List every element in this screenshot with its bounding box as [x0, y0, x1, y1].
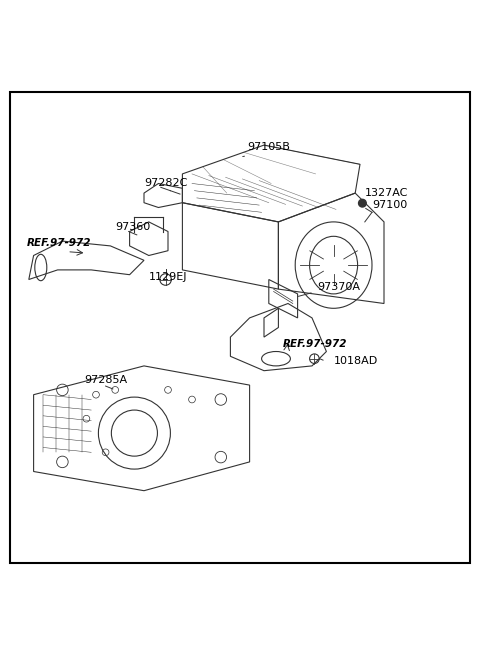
Text: 97282C: 97282C	[144, 178, 187, 188]
Text: 97100: 97100	[372, 200, 407, 210]
Text: 97285A: 97285A	[84, 375, 127, 385]
Text: 97105B: 97105B	[247, 142, 290, 153]
Text: 1129EJ: 1129EJ	[149, 272, 187, 282]
Text: REF.97-972: REF.97-972	[26, 238, 91, 248]
Text: 97360: 97360	[115, 221, 150, 231]
Circle shape	[359, 199, 366, 207]
Text: 1018AD: 1018AD	[334, 356, 378, 366]
Text: REF.97-972: REF.97-972	[283, 339, 348, 349]
Text: 1327AC: 1327AC	[365, 188, 408, 198]
Text: 97370A: 97370A	[317, 282, 360, 291]
